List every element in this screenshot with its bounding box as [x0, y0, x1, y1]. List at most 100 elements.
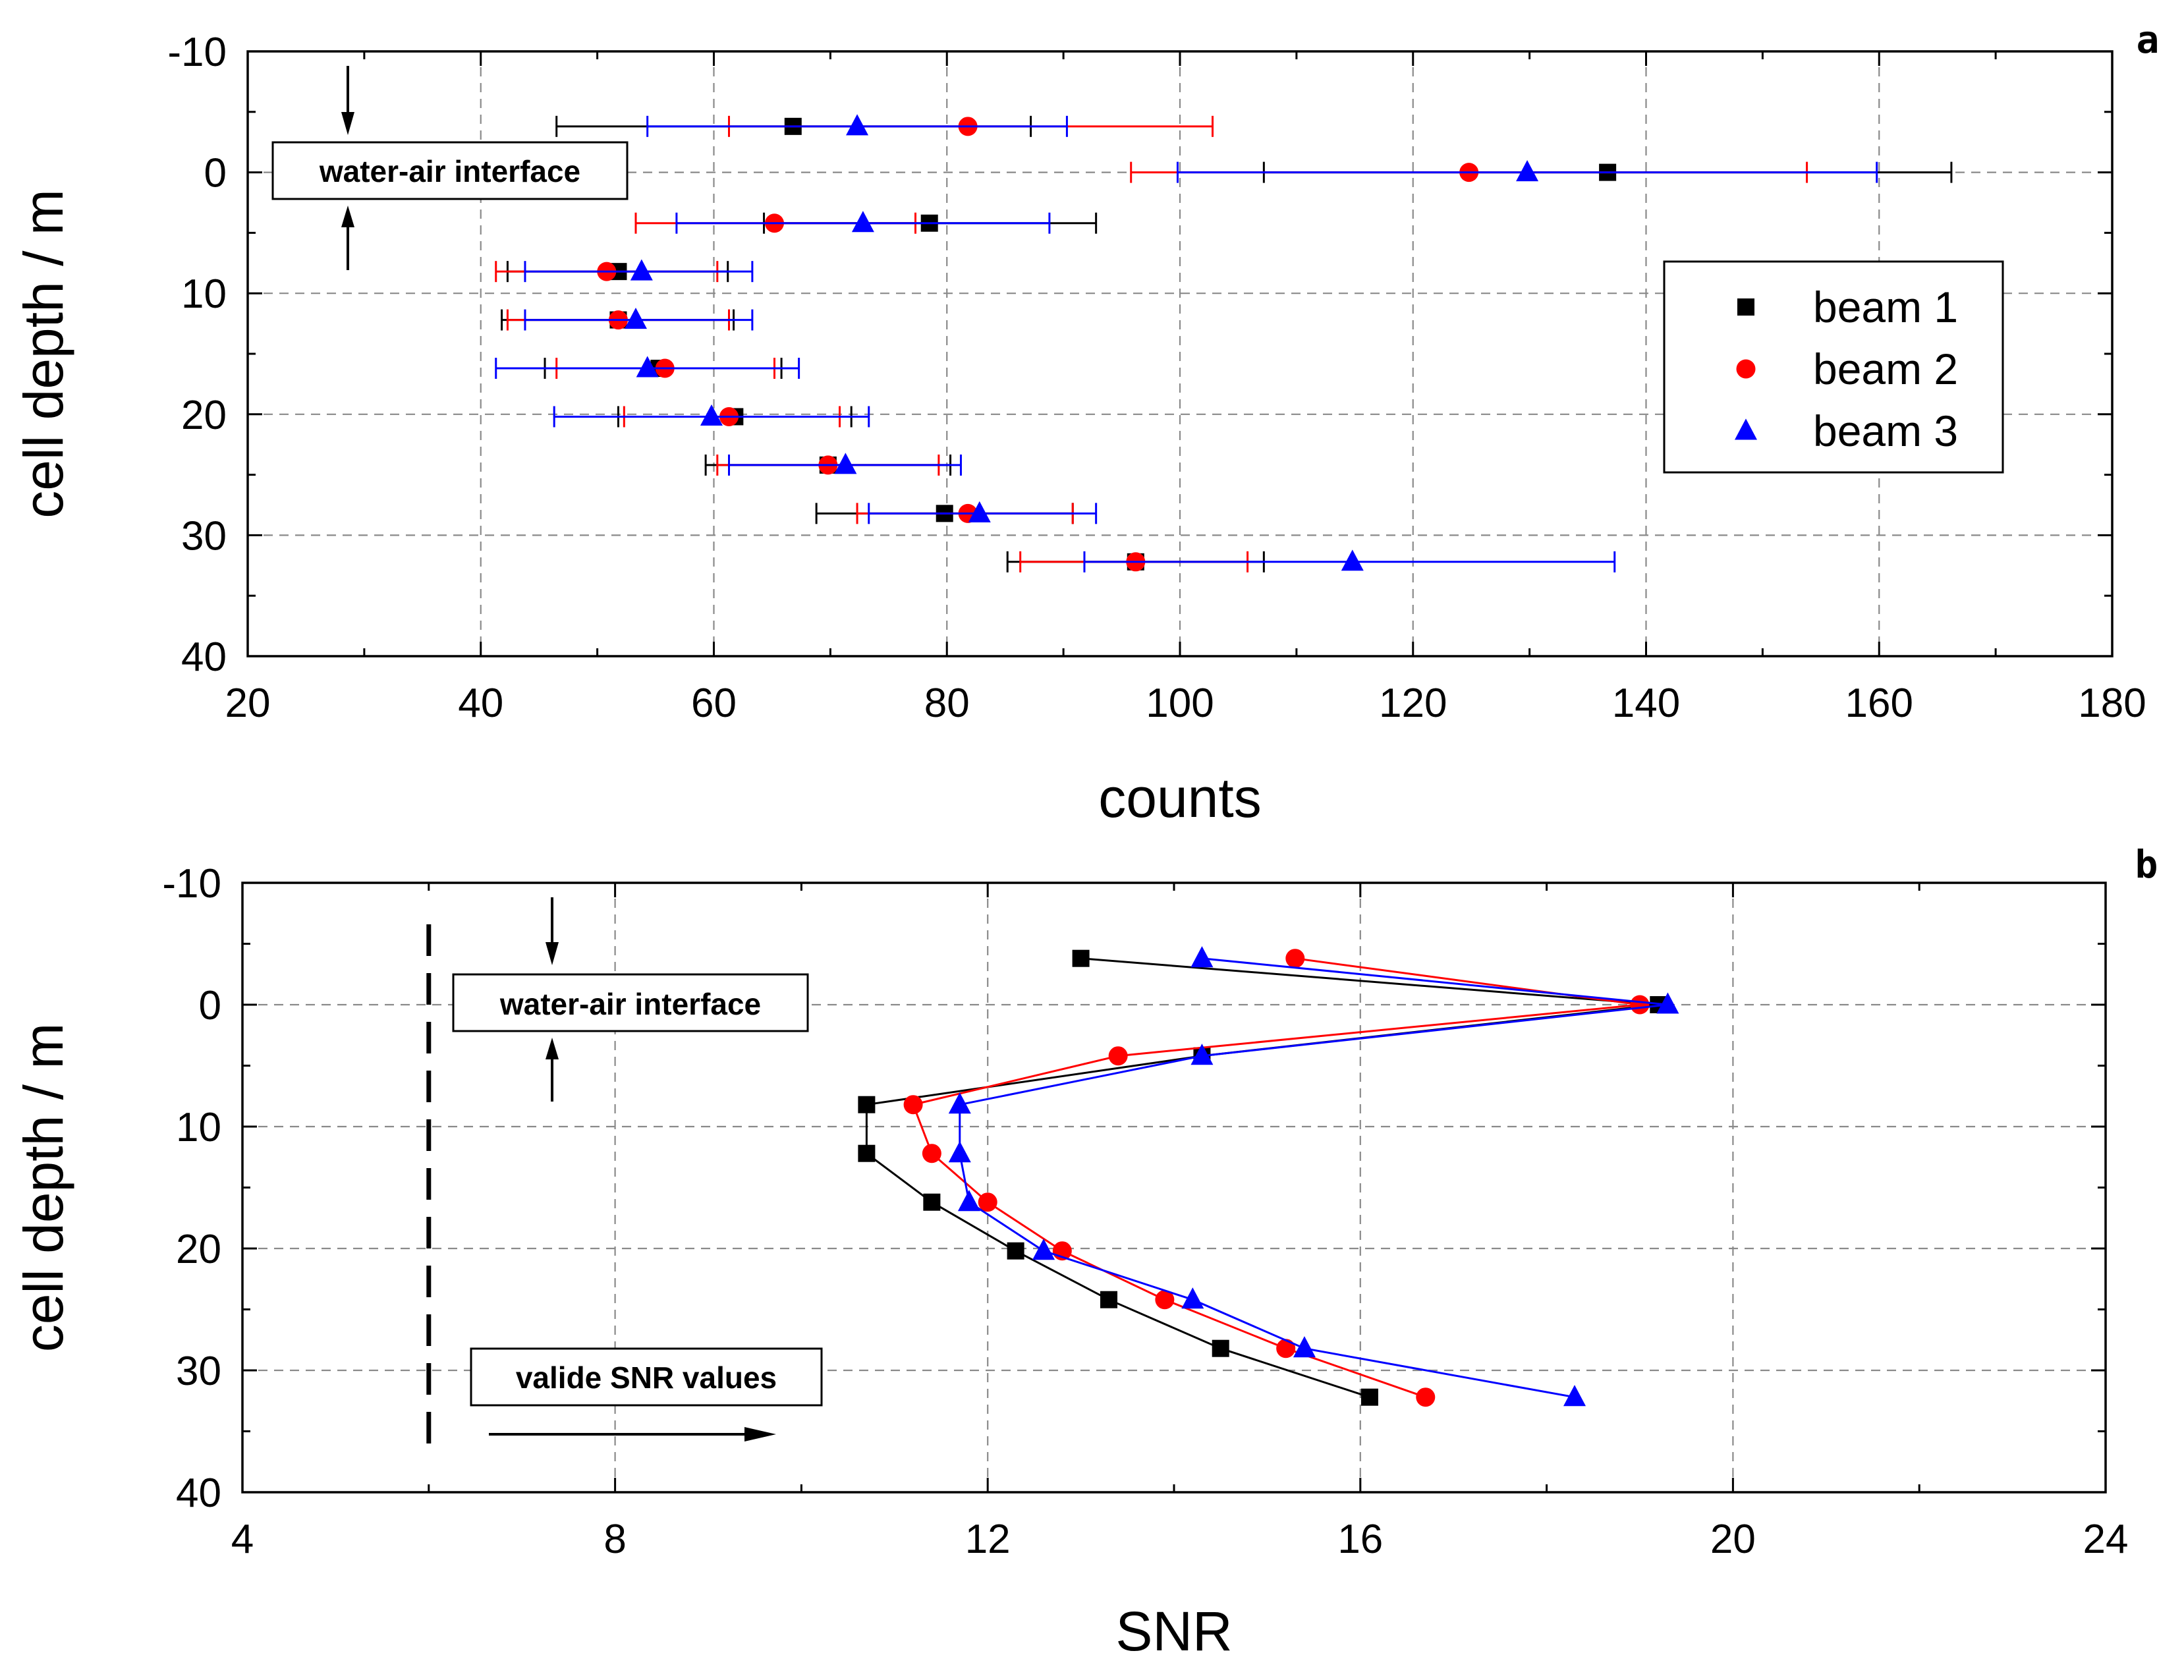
- x-tick-label: 4: [231, 1517, 254, 1562]
- legend-box: [1663, 260, 2004, 474]
- panel-a: 20 40 60 80 100 120 140 160 180-10010203040count…: [13, 17, 2159, 829]
- data-point: [851, 211, 874, 233]
- arrow-down-icon: [546, 942, 559, 965]
- panel-letter: b: [2135, 842, 2158, 887]
- data-point: [1212, 1339, 1229, 1357]
- y-axis-title: cell depth / m: [13, 189, 74, 518]
- series-line: [959, 957, 1668, 1399]
- y-tick-label: 30: [181, 513, 227, 559]
- data-point: [1630, 995, 1650, 1015]
- legend-label: beam 2: [1813, 345, 1958, 393]
- x-tick-label: 180: [2078, 681, 2146, 726]
- y-axis-title: cell depth / m: [13, 1023, 74, 1353]
- x-tick-label: 20: [1710, 1517, 1756, 1562]
- annotation-box: [271, 141, 629, 200]
- x-tick-label: 60: [691, 681, 737, 726]
- data-point: [1285, 949, 1305, 968]
- data-point: [948, 1092, 971, 1114]
- data-point: [858, 1144, 876, 1162]
- panel-letter: a: [2137, 17, 2160, 62]
- legend-marker: [1736, 359, 1756, 379]
- data-point: [1190, 946, 1214, 968]
- panel-b: 4 8 12 16 20 24 -10 0 10 20 30 40 SNR cell depth / m b…: [13, 842, 2158, 1662]
- data-point: [903, 1095, 923, 1115]
- data-point: [978, 1192, 997, 1212]
- data-point: [1100, 1291, 1118, 1308]
- y-tick-label: 20: [176, 1227, 221, 1272]
- data-point: [1563, 1385, 1586, 1407]
- y-tick-label: 20: [181, 393, 227, 438]
- series-beam-3: [948, 946, 1679, 1407]
- x-tick-label: 120: [1379, 681, 1447, 726]
- series-beam-2: [495, 115, 1808, 573]
- data-point: [957, 1190, 980, 1212]
- y-tick-label: 30: [176, 1349, 221, 1394]
- series-beam-3: [495, 114, 1878, 573]
- data-point: [1190, 1044, 1214, 1065]
- data-point: [1360, 1388, 1378, 1406]
- data-point: [1293, 1336, 1316, 1358]
- x-tick-label: 160: [1845, 681, 1913, 726]
- y-tick-label: -10: [167, 30, 227, 75]
- y-tick-label: 40: [181, 634, 227, 680]
- data-point: [968, 501, 991, 522]
- arrow-down-icon: [341, 112, 354, 135]
- y-tick-label: 0: [204, 151, 227, 196]
- legend-label: beam 1: [1813, 283, 1958, 331]
- data-point: [1032, 1239, 1055, 1260]
- data-point: [1181, 1287, 1204, 1309]
- annotation-text: valide SNR values: [516, 1360, 777, 1395]
- x-tick-label: 80: [924, 681, 970, 726]
- annotation-box: [452, 973, 809, 1032]
- x-axis-title: SNR: [1115, 1600, 1232, 1662]
- data-point: [1007, 1242, 1024, 1260]
- legend-marker: [1737, 298, 1754, 316]
- water-air-annotation: water-air interface: [452, 897, 809, 1102]
- data-point: [1072, 949, 1090, 967]
- data-point: [1656, 992, 1679, 1014]
- x-tick-label: 24: [2083, 1517, 2129, 1562]
- x-tick-label: 140: [1612, 681, 1680, 726]
- y-tick-label: 10: [181, 271, 227, 317]
- y-tick-label: -10: [162, 861, 221, 907]
- data-point: [624, 307, 647, 329]
- data-point: [858, 1096, 876, 1113]
- data-point: [923, 1193, 941, 1211]
- valid-snr-annotation: valide SNR values: [470, 1347, 823, 1442]
- x-tick-label: 40: [458, 681, 503, 726]
- legend: beam 1 beam 2 beam 3: [1663, 260, 2004, 474]
- y-tick-label: 10: [176, 1105, 221, 1150]
- data-point: [1516, 160, 1539, 182]
- data-point: [630, 259, 653, 281]
- arrow-right-icon: [744, 1427, 776, 1442]
- x-tick-label: 16: [1337, 1517, 1383, 1562]
- y-tick-label: 40: [176, 1470, 221, 1516]
- data-point: [700, 404, 723, 426]
- data-point: [1108, 1046, 1128, 1066]
- y-tick-label: 0: [199, 983, 221, 1028]
- data-point: [1155, 1290, 1175, 1310]
- annotation-text: water-air interface: [499, 987, 761, 1021]
- arrow-up-icon: [341, 206, 354, 227]
- data-point: [846, 114, 869, 136]
- data-point: [1276, 1339, 1296, 1358]
- x-tick-label: 8: [603, 1517, 626, 1562]
- data-point: [1341, 549, 1364, 571]
- arrow-up-icon: [546, 1038, 559, 1059]
- annotation-text: water-air interface: [319, 154, 580, 188]
- data-point: [834, 453, 857, 474]
- series-line: [912, 957, 1640, 1399]
- x-tick-label: 100: [1146, 681, 1214, 726]
- data-point: [636, 356, 659, 378]
- legend-label: beam 3: [1813, 406, 1958, 455]
- data-point: [922, 1144, 941, 1163]
- data-point: [948, 1141, 971, 1163]
- legend-marker: [1735, 418, 1757, 440]
- series-beam-2: [903, 949, 1650, 1407]
- annotation-box: [470, 1347, 823, 1407]
- data-point: [1416, 1387, 1436, 1407]
- x-tick-label: 12: [965, 1517, 1011, 1562]
- series-line: [865, 957, 1659, 1399]
- x-axis-title: counts: [1098, 767, 1262, 829]
